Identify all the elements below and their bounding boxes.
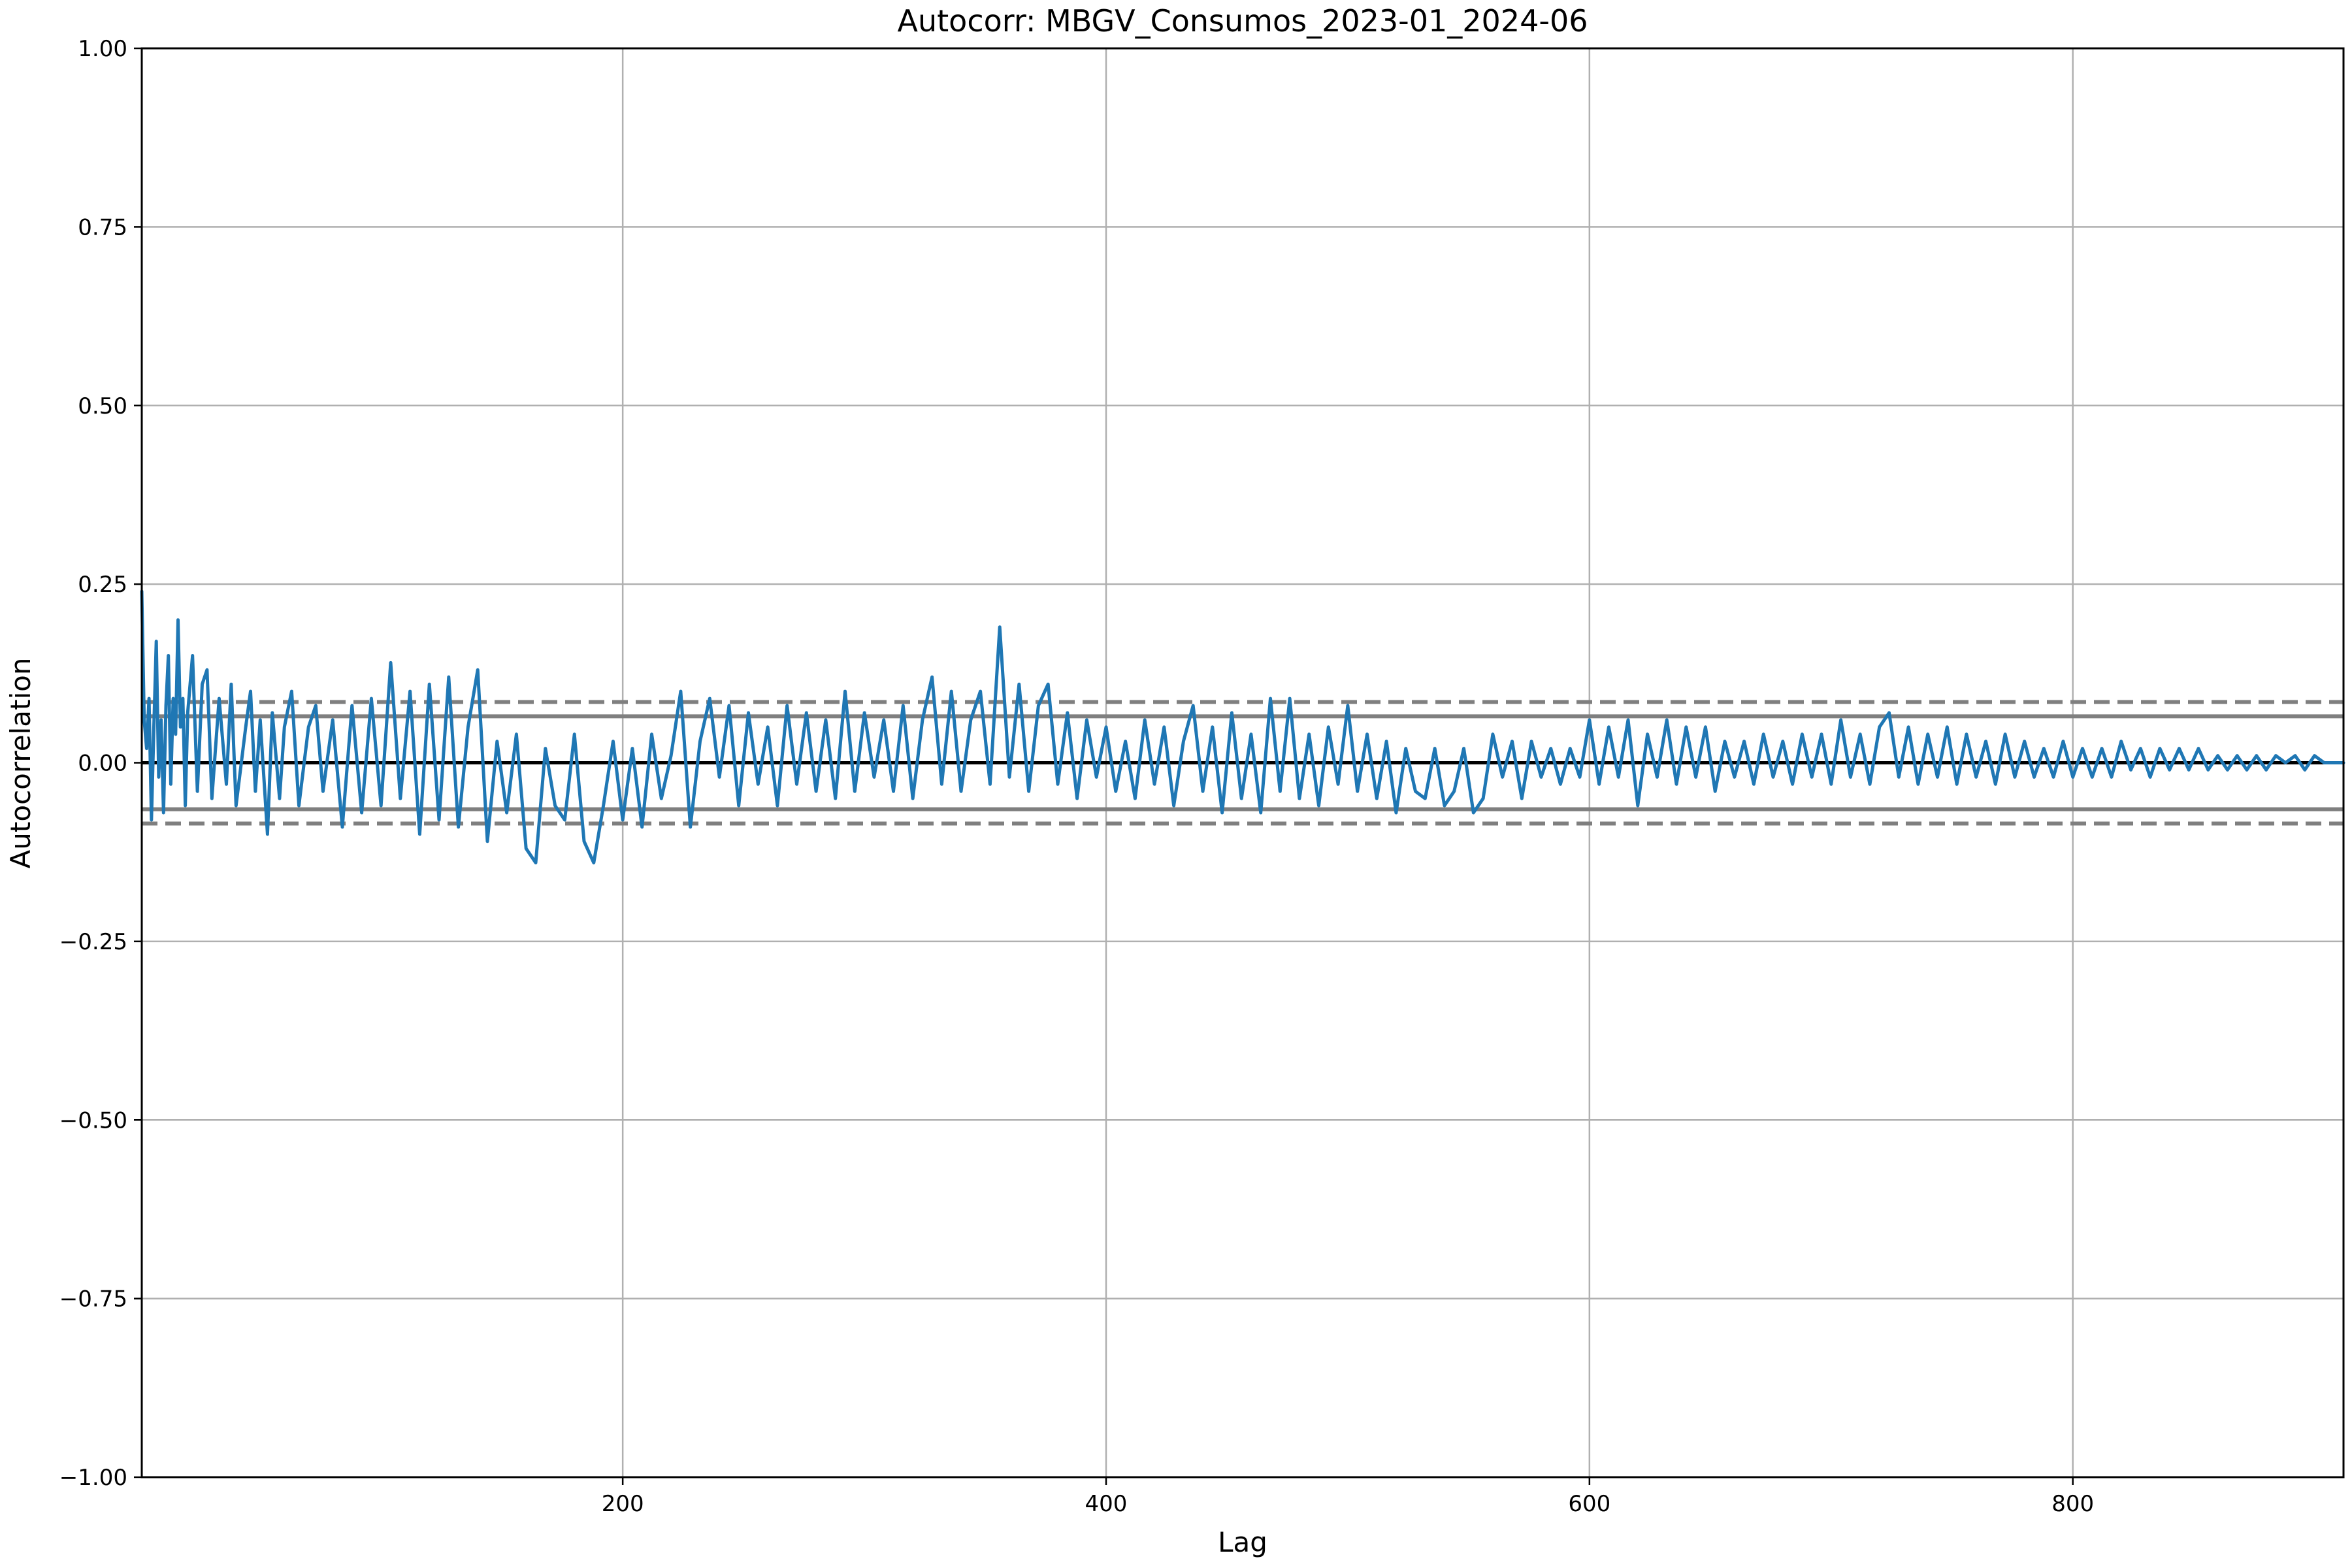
x-tick-label: 400 (1085, 1491, 1128, 1517)
y-tick-label: −1.00 (59, 1465, 127, 1491)
y-axis-ticks: 1.00 0.75 0.50 0.25 0.00 −0.25 −0.50 −0.75 −1.00 (59, 36, 142, 1491)
y-tick-label: −0.25 (59, 929, 127, 955)
y-tick-label: 0.25 (78, 572, 127, 598)
y-tick-label: 0.50 (78, 393, 127, 419)
y-tick-label: 0.00 (78, 751, 127, 777)
y-axis-label: Autocorrelation (5, 658, 37, 869)
autocorrelation-line (140, 589, 2345, 865)
y-tick-label: 1.00 (78, 36, 127, 62)
y-tick-label: −0.50 (59, 1107, 127, 1134)
y-tick-label: 0.75 (78, 214, 127, 240)
x-tick-label: 200 (602, 1491, 644, 1517)
x-axis-ticks: 200 400 600 800 (602, 1477, 2094, 1517)
chart-title: Autocorr: MBGV_Consumos_2023-01_2024-06 (898, 3, 1588, 39)
x-tick-label: 600 (1568, 1491, 1610, 1517)
x-axis-label: Lag (1218, 1526, 1267, 1558)
y-tick-label: −0.75 (59, 1286, 127, 1313)
x-tick-label: 800 (2051, 1491, 2094, 1517)
